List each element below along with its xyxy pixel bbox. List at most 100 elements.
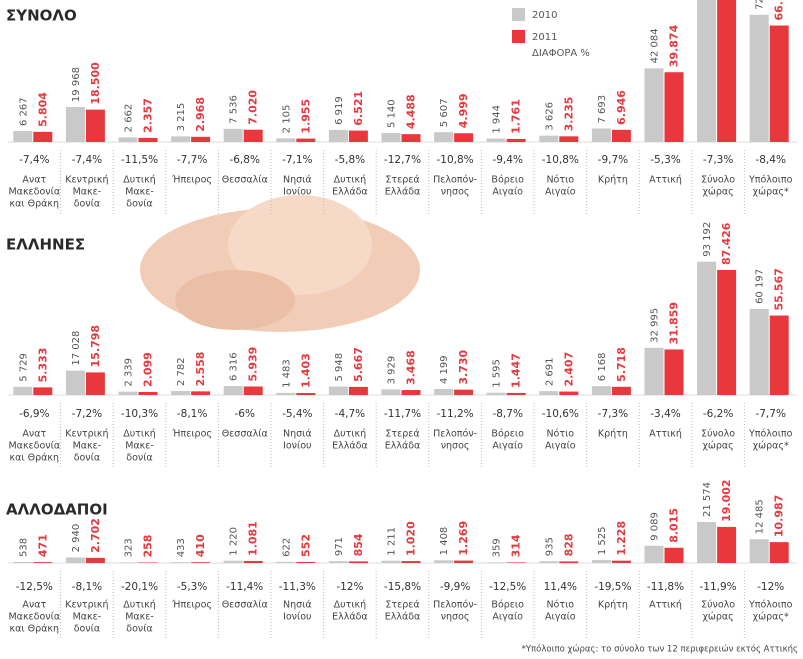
bar — [191, 562, 210, 563]
bar — [329, 130, 348, 142]
bar — [612, 130, 631, 142]
difference-label: -7,3% — [598, 408, 628, 420]
baby-photo — [140, 195, 420, 332]
value-label: 1.761 — [510, 99, 523, 134]
category-label: Σύνολο — [701, 175, 735, 186]
category-label: Αιγαίο — [492, 441, 523, 452]
value-label: 3 215 — [176, 103, 187, 132]
category-label: Μακε- — [73, 612, 102, 623]
bar — [382, 133, 401, 142]
category-label: Κρήτη — [598, 429, 628, 440]
difference-label: -7,7% — [177, 154, 207, 166]
bar — [717, 0, 736, 142]
baby-hand — [175, 270, 295, 330]
bar — [244, 130, 263, 142]
category-label: Νησιά — [283, 600, 312, 611]
difference-label: -12,5% — [16, 581, 53, 593]
section-title: ΕΛΛΗΝΕΣ — [6, 236, 85, 254]
value-label: 6.521 — [352, 91, 365, 126]
value-label: 6 316 — [229, 352, 240, 381]
category-label: Κρήτη — [598, 600, 628, 611]
bar — [559, 136, 578, 142]
category-label: Δυτική — [334, 600, 367, 611]
bar — [697, 262, 716, 395]
value-label: 854 — [352, 533, 365, 556]
category-label: Μακε- — [125, 441, 154, 452]
value-label: 2 105 — [281, 105, 292, 134]
bar — [750, 15, 769, 142]
category-label: Μακεδονία — [8, 612, 60, 623]
difference-label: -11,5% — [121, 154, 158, 166]
value-label: 2.357 — [142, 98, 155, 133]
category-label: Πελοπόν- — [433, 429, 477, 440]
value-label: 6.946 — [615, 90, 628, 125]
category-label: Αιγαίο — [545, 441, 576, 452]
difference-label: -9,9% — [440, 581, 470, 593]
bar — [86, 110, 105, 142]
value-label: 3 929 — [387, 356, 398, 385]
difference-label: -6,2% — [703, 408, 733, 420]
category-label: χώρας* — [753, 187, 789, 198]
category-label: Υπόλοιπο — [748, 600, 793, 611]
category-label: Πελοπόν- — [433, 175, 477, 186]
value-label: 5 948 — [334, 353, 345, 382]
category-label: Μακεδονία — [8, 441, 60, 452]
category-label: Δυτική — [334, 429, 367, 440]
category-label: Αιγαίο — [492, 612, 523, 623]
legend-swatch — [512, 30, 525, 43]
bar — [119, 137, 138, 142]
category-label: Ελλάδα — [332, 187, 368, 198]
value-label: 258 — [142, 535, 155, 558]
value-label: 1.955 — [299, 99, 312, 134]
category-label: δονία — [126, 453, 152, 464]
value-label: 1.228 — [615, 521, 628, 556]
infographic: 2010 2011 ΔΙΑΦΟΡΑ % *Υπόλοιπο χώρας: το … — [0, 0, 803, 659]
value-label: 2 691 — [544, 358, 555, 387]
value-label: 1.447 — [510, 353, 523, 388]
bar — [224, 386, 243, 395]
bar — [33, 132, 52, 142]
difference-label: -10,8% — [437, 154, 474, 166]
difference-label: -11,9% — [700, 581, 737, 593]
bar — [592, 129, 611, 142]
difference-label: -10,3% — [121, 408, 158, 420]
category-label: Ελλάδα — [332, 612, 368, 623]
bar — [86, 558, 105, 563]
difference-label: -10,8% — [542, 154, 579, 166]
value-label: 2 339 — [124, 358, 135, 387]
category-label: και Θράκη — [10, 453, 60, 464]
category-label: Αιγαίο — [545, 187, 576, 198]
category-label: Αττική — [649, 600, 682, 611]
category-label: χώρας — [702, 612, 733, 623]
bar — [402, 134, 421, 142]
bar — [224, 129, 243, 142]
difference-label: -7,4% — [72, 154, 102, 166]
bar — [665, 72, 684, 142]
value-label: 2.099 — [142, 352, 155, 387]
bar — [276, 393, 295, 395]
value-label: 15.798 — [89, 325, 102, 367]
category-label: Ήπειρος — [171, 600, 212, 611]
bar — [349, 387, 368, 395]
bar — [86, 372, 105, 395]
value-label: 7 693 — [597, 95, 608, 124]
difference-label: -12% — [757, 581, 784, 593]
value-label: 7 536 — [229, 95, 240, 124]
category-label: δονία — [126, 199, 152, 210]
value-label: 1.020 — [405, 521, 418, 556]
difference-label: -7,7% — [755, 408, 785, 420]
value-label: 1 220 — [229, 527, 240, 556]
difference-label: -7,2% — [72, 408, 102, 420]
bar — [750, 539, 769, 563]
value-label: 42 084 — [650, 28, 661, 63]
bar — [349, 561, 368, 563]
value-label: 433 — [176, 538, 187, 557]
value-label: 314 — [510, 534, 523, 557]
bar — [296, 139, 315, 142]
difference-label: -5,3% — [650, 154, 680, 166]
bar — [697, 0, 716, 142]
category-label: Νησιά — [283, 429, 312, 440]
difference-label: -6% — [234, 408, 254, 420]
value-label: 12 485 — [755, 499, 766, 534]
bar — [244, 561, 263, 563]
